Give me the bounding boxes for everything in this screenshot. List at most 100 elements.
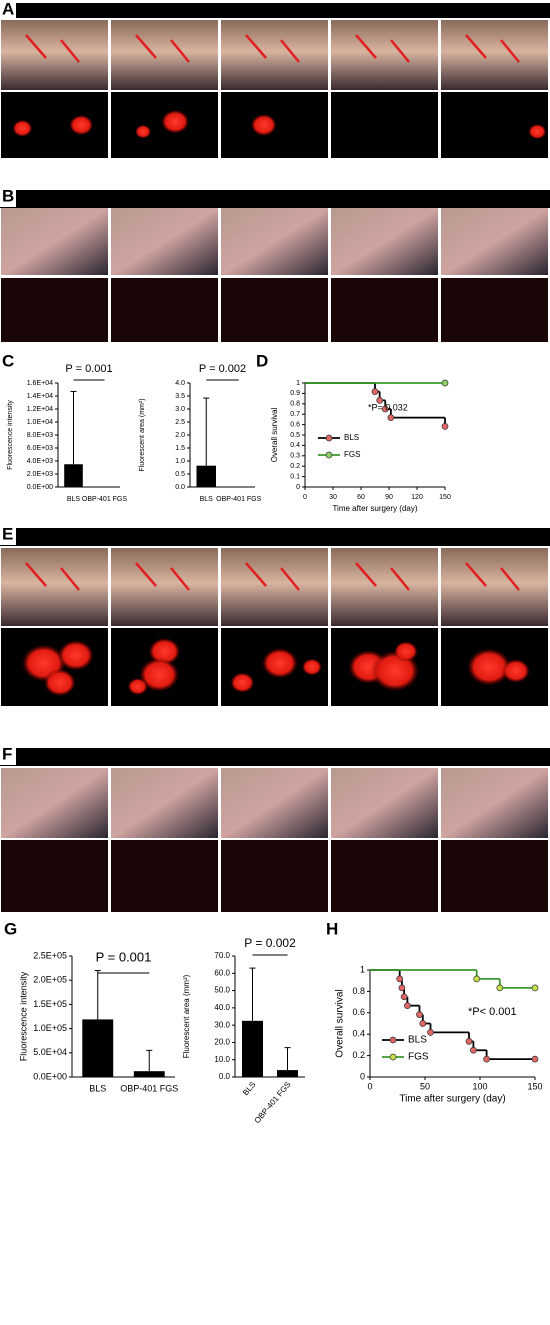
y-tick-label: 1.4E+04: [27, 393, 53, 400]
arrow: [390, 39, 410, 63]
arrow: [500, 39, 520, 63]
photo: [331, 768, 438, 838]
survival-point: [404, 1002, 411, 1009]
survival-point: [531, 1055, 539, 1063]
panel-letter: F: [2, 744, 12, 763]
survival-point: [398, 984, 406, 992]
survival-point: [381, 405, 389, 413]
x-tick-label: BLS: [241, 1080, 258, 1097]
x-tick-label: 100: [472, 1081, 487, 1091]
arrow: [170, 567, 190, 591]
legend-marker: [389, 1036, 397, 1044]
y-tick-label: 0.7: [290, 411, 300, 418]
photo: [441, 768, 548, 838]
x-tick-label: 0: [303, 494, 307, 501]
y-tick-label: 1.0: [175, 458, 185, 465]
survival-point: [441, 379, 449, 387]
survival-point: [496, 984, 504, 992]
fluorescence-photo: [441, 840, 548, 912]
p-value: P = 0.001: [65, 363, 112, 375]
y-tick-label: 3.0: [175, 406, 185, 413]
tumor-signal: [528, 123, 547, 140]
x-tick-label: OBP-401 FGS: [120, 1083, 178, 1093]
panel-letter: G: [4, 919, 17, 938]
tumor-signal: [43, 669, 76, 697]
x-tick-label: OBP-401 FGS: [82, 496, 127, 503]
y-tick-label: 4.0E+03: [27, 458, 53, 465]
y-tick-label: 20.0: [214, 1038, 230, 1047]
y-tick-label: 1: [360, 964, 365, 974]
x-tick-label: 30: [329, 494, 337, 501]
arrow: [135, 562, 157, 587]
photo: [111, 20, 218, 90]
photo: [441, 20, 548, 90]
y-tick-label: 0.0: [219, 1072, 231, 1081]
photo: [111, 768, 218, 838]
survival-point: [483, 1055, 490, 1063]
y-tick-label: 1.5E+05: [33, 999, 67, 1009]
bar: [277, 1070, 298, 1077]
y-tick-label: 50.0: [214, 986, 230, 995]
arrow: [355, 34, 377, 59]
y-tick-label: 5.0E+04: [33, 1047, 67, 1057]
y-tick-label: 0.6: [290, 421, 300, 428]
bar: [82, 1019, 114, 1077]
y-tick-label: 0.3: [290, 453, 300, 460]
photo: [221, 20, 328, 90]
panel-letter-bg: [0, 0, 16, 20]
survival-point: [470, 1046, 477, 1054]
tumor-signal: [57, 640, 94, 671]
y-tick-label: 0.0: [175, 484, 185, 491]
survival-point: [473, 975, 481, 983]
y-tick-label: 0.2: [290, 463, 300, 470]
fluorescence-photo: [111, 840, 218, 912]
survival-point: [427, 1029, 434, 1036]
arrow: [245, 34, 267, 59]
photo: [441, 548, 548, 626]
y-axis-label: Overall survival: [335, 989, 346, 1057]
y-tick-label: 0.5: [290, 432, 300, 439]
tumor-signal: [127, 678, 148, 695]
fluorescence-photo: [1, 278, 108, 342]
x-tick-label: 150: [527, 1081, 542, 1091]
y-tick-label: 0.9: [290, 390, 300, 397]
y-tick-label: 0: [296, 484, 300, 491]
survival-point: [465, 1038, 473, 1045]
panel-letter: B: [2, 186, 14, 205]
panel-title: BLS of low-invasive MDA-MB-231-RFP tumor: [179, 5, 371, 15]
p-value: *P< 0.001: [468, 1006, 517, 1018]
tumor-signal: [393, 641, 418, 662]
arrow: [355, 562, 377, 587]
legend-label: FGS: [344, 450, 360, 459]
fluorescence-photo: [221, 840, 328, 912]
arrow: [135, 34, 157, 59]
panel-letter-bg: [0, 745, 16, 765]
fluorescence-photo: [331, 840, 438, 912]
tumor-signal: [250, 113, 277, 137]
photo: [1, 20, 108, 90]
tumor-signal: [261, 647, 298, 679]
y-tick-label: 10.0: [214, 1055, 230, 1064]
x-axis-label: Time after surgery (day): [332, 504, 417, 513]
arrow: [465, 34, 487, 59]
x-tick-label: OBP-401 FGS: [216, 496, 261, 503]
panel-letter: H: [326, 919, 338, 938]
title-bar: [0, 3, 550, 18]
photo: [1, 548, 108, 626]
legend-label: BLS: [344, 433, 359, 442]
photo: [331, 20, 438, 90]
bar: [64, 464, 83, 487]
y-axis-label: Fluorescent area (mm²): [139, 398, 146, 471]
arrow: [280, 567, 300, 591]
x-tick-label: 50: [420, 1081, 430, 1091]
x-tick-label: 120: [411, 494, 423, 501]
photo: [221, 768, 328, 838]
survival-point: [387, 414, 395, 421]
bar: [133, 1071, 165, 1077]
survival-point: [531, 984, 539, 992]
panel-letter: D: [256, 351, 268, 370]
y-tick-label: 1.0E+05: [33, 1023, 67, 1033]
photo: [331, 208, 438, 275]
y-tick-label: 0.8: [290, 401, 300, 408]
